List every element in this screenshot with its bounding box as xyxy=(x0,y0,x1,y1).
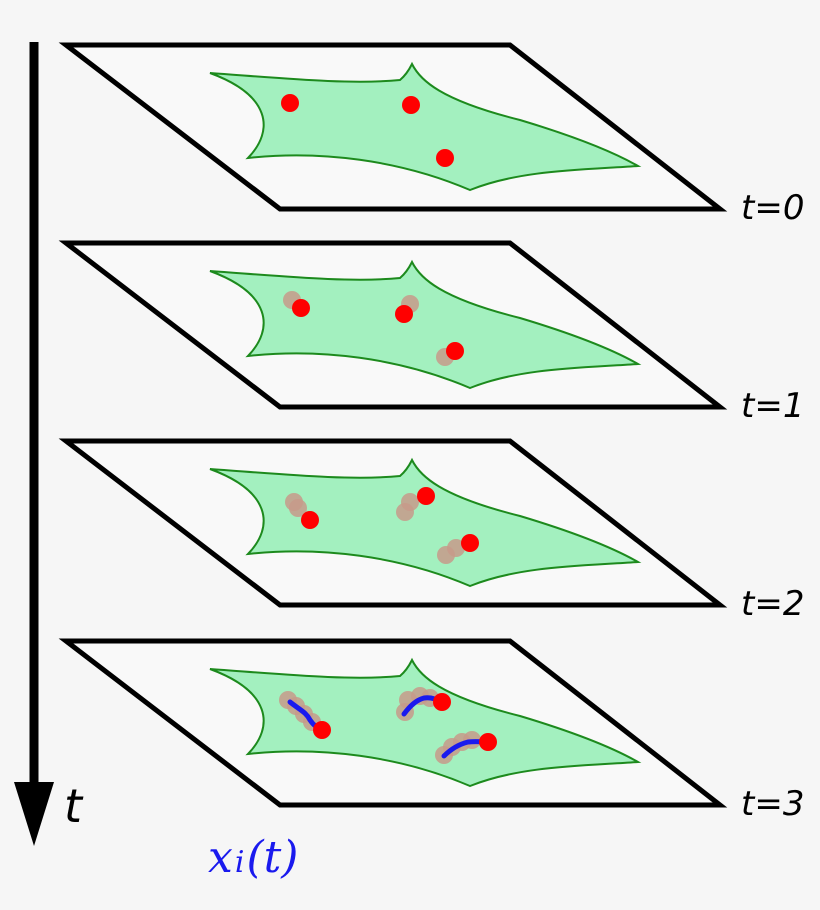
particle-3-frame-1 xyxy=(446,342,464,360)
particle-3-frame-0 xyxy=(436,149,454,167)
cell-shape xyxy=(209,657,642,788)
particle-1-frame-3 xyxy=(313,721,331,739)
particle-1-frame-0 xyxy=(281,94,299,112)
particle-1-frame-2 xyxy=(301,511,319,529)
particle-3-frame-3 xyxy=(479,733,497,751)
frame-0: t=0 xyxy=(58,42,804,228)
trajectory-label-base: x xyxy=(208,832,233,883)
time-axis-arrowhead xyxy=(14,782,54,846)
cell-shape xyxy=(209,61,642,192)
frame-time-label: t=1 xyxy=(741,386,804,426)
past-particle-position xyxy=(401,493,419,511)
trajectory-label-subscript: i xyxy=(235,845,245,880)
frame-time-label: t=2 xyxy=(741,584,804,624)
time-axis-label: t xyxy=(64,779,84,833)
frame-2: t=2 xyxy=(58,438,804,624)
frame-3: t=3 xyxy=(58,638,804,824)
particle-3-frame-2 xyxy=(461,534,479,552)
trajectory-label-argument: (t) xyxy=(246,832,298,883)
particle-2-frame-3 xyxy=(433,693,451,711)
past-particle-position xyxy=(447,539,465,557)
frame-time-label: t=0 xyxy=(741,188,804,228)
cell-shape xyxy=(209,259,642,390)
particle-2-frame-0 xyxy=(402,96,420,114)
frame-1: t=1 xyxy=(58,240,804,426)
past-particle-position xyxy=(289,499,307,517)
trajectory-label: xi(t) xyxy=(208,832,298,883)
cell-shape xyxy=(209,457,642,588)
time-axis: t xyxy=(14,42,84,846)
particle-2-frame-1 xyxy=(395,305,413,323)
current-particle-positions xyxy=(281,94,497,751)
particle-2-frame-2 xyxy=(417,487,435,505)
particle-1-frame-1 xyxy=(292,299,310,317)
frame-time-label: t=3 xyxy=(741,784,804,824)
